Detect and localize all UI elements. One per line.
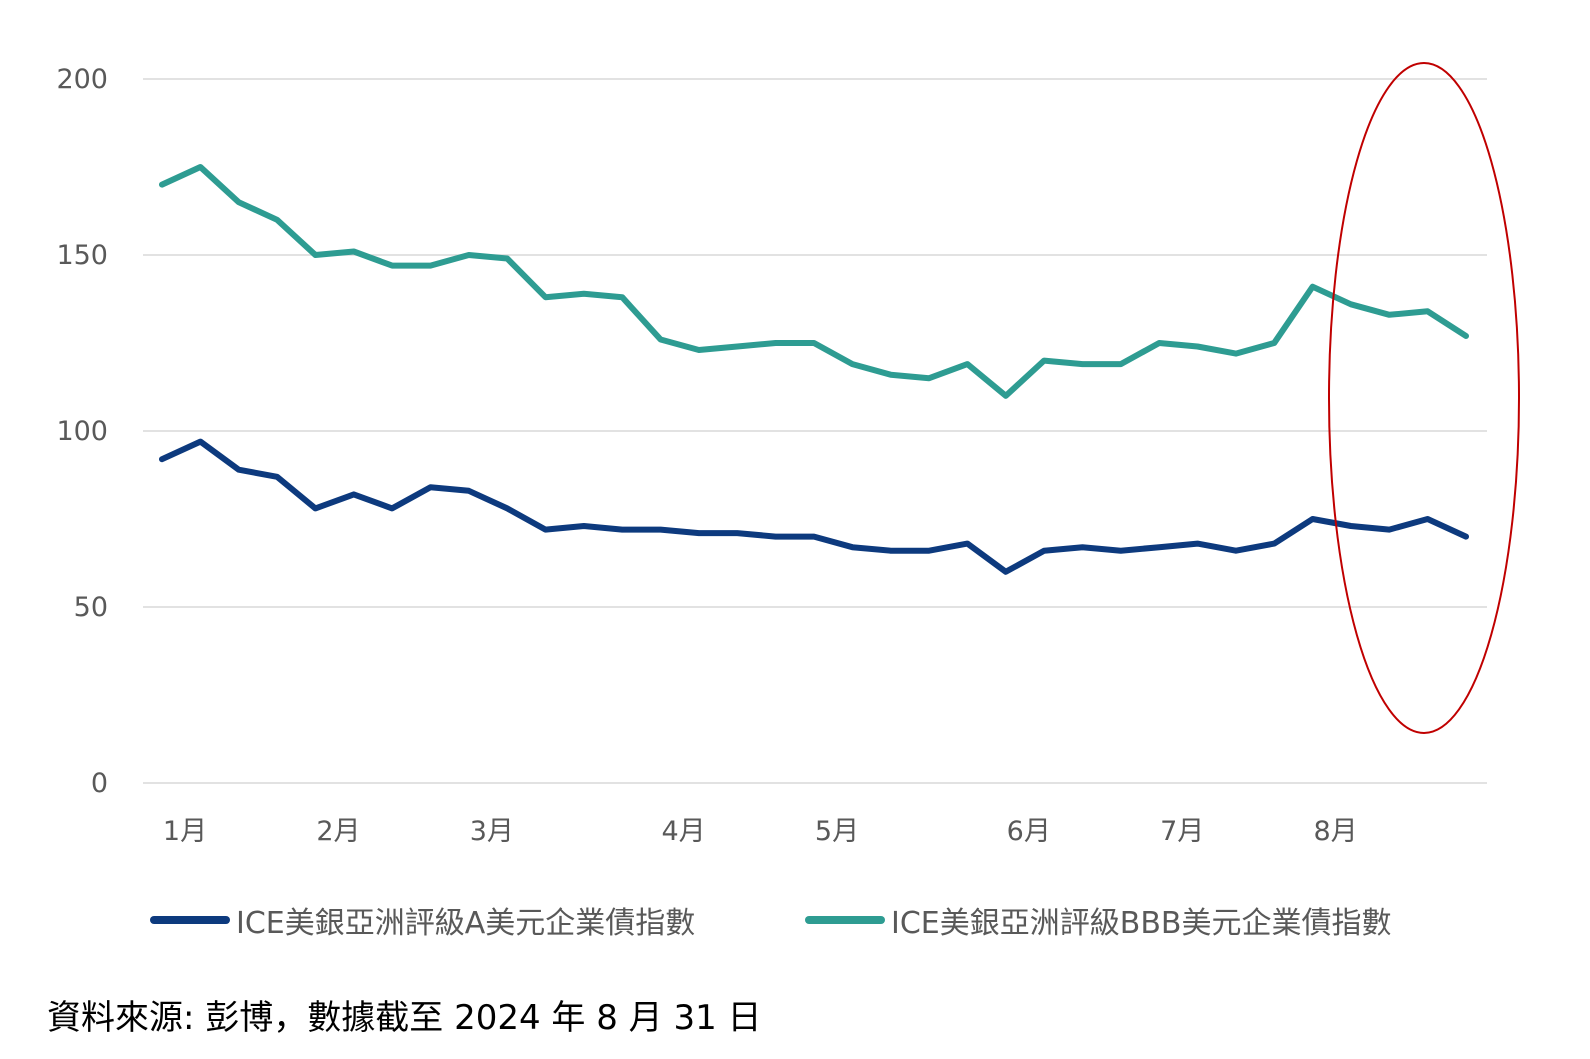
series-line-bbb: [159, 164, 1469, 399]
x-tick-label: 4月: [662, 816, 706, 847]
source-note: 資料來源: 彭博，數據截至 2024 年 8 月 31 日: [47, 998, 762, 1038]
x-axis-ticks: 1月 2月 3月 4月 5月 6月 7月 8月: [163, 816, 1358, 847]
x-tick-label: 2月: [316, 816, 360, 847]
x-tick-label: 8月: [1314, 816, 1358, 847]
x-tick-label: 7月: [1160, 816, 1204, 847]
legend: ICE美銀亞洲評級A美元企業債指數 ICE美銀亞洲評級BBB美元企業債指數: [0, 900, 1590, 941]
x-tick-label: 1月: [163, 816, 207, 847]
line-chart: 0 50 100 150 200 1月 2月 3月 4月 5月 6月 7月 8月: [56, 62, 1520, 847]
highlight-ellipse: [1328, 62, 1520, 734]
gridlines: [143, 78, 1487, 784]
x-tick-label: 3月: [470, 816, 514, 847]
y-axis-ticks: 0 50 100 150 200: [56, 64, 108, 799]
y-tick-label: 0: [91, 768, 108, 799]
x-tick-label: 5月: [815, 816, 859, 847]
legend-swatch-a: [150, 916, 230, 924]
legend-label-a: ICE美銀亞洲評級A美元企業債指數: [236, 906, 696, 941]
y-tick-label: 150: [56, 240, 108, 271]
y-tick-label: 50: [74, 592, 108, 623]
series-lines: [159, 164, 1469, 575]
x-tick-label: 6月: [1007, 816, 1051, 847]
y-tick-label: 100: [56, 416, 108, 447]
y-tick-label: 200: [56, 64, 108, 95]
legend-swatch-bbb: [805, 916, 885, 924]
legend-item-a: ICE美銀亞洲評級A美元企業債指數: [150, 900, 696, 941]
legend-label-bbb: ICE美銀亞洲評級BBB美元企業債指數: [891, 906, 1392, 941]
series-line-a: [159, 438, 1469, 575]
legend-item-bbb: ICE美銀亞洲評級BBB美元企業債指數: [805, 900, 1392, 941]
